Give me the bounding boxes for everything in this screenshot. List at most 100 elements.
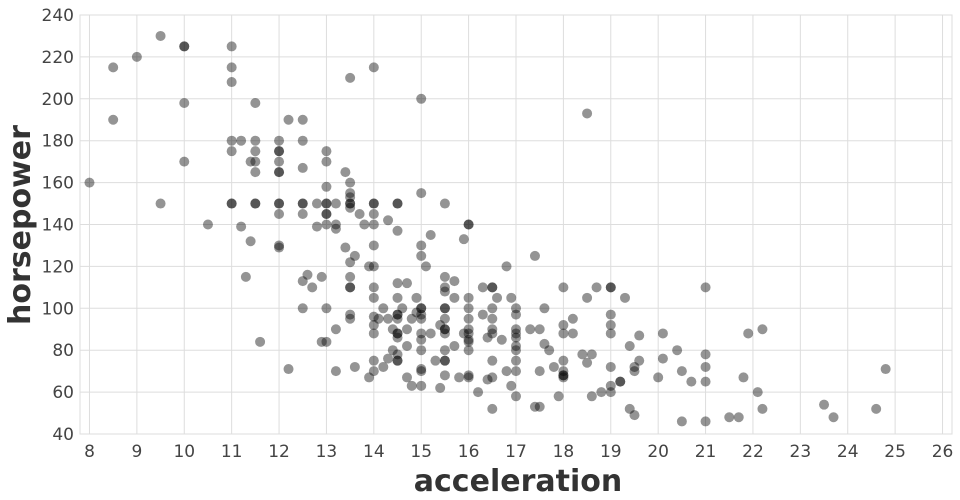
data-point [416,364,427,375]
data-point [226,146,237,157]
data-point [449,276,460,287]
data-point [245,156,256,167]
data-point [155,30,166,41]
data-point [345,282,356,293]
data-point [477,282,488,293]
data-point [672,345,683,356]
data-point [463,219,474,230]
data-point [108,114,119,125]
data-point [416,313,427,324]
y-tick-label: 140 [42,216,74,236]
data-point [392,309,403,320]
data-point [302,269,313,280]
data-point [416,240,427,251]
data-point [416,328,427,339]
data-point [411,307,422,318]
data-point [283,364,294,375]
data-point [416,345,427,356]
data-point [463,345,474,356]
data-point [605,320,616,331]
data-point [402,372,412,383]
x-tick-labels: 8 9 10 11 12 13 14 15 16 17 18 19 20 21 22 23 24 25 26 [84,442,953,462]
x-tick-label: 22 [742,442,764,462]
data-point [534,324,545,335]
data-point [274,167,285,178]
data-point [629,410,640,421]
data-point [345,257,356,268]
data-point [558,370,569,381]
y-tick-label: 60 [52,383,74,403]
data-point [274,167,285,178]
data-point [321,181,332,192]
data-point [345,202,356,213]
data-point [368,282,379,293]
data-point [316,336,327,347]
data-point [392,355,403,366]
data-point [330,366,341,377]
data-point [179,41,190,52]
data-point [345,188,356,199]
data-point [487,282,498,293]
data-point [368,209,379,220]
data-point [274,209,285,220]
data-point [634,330,645,341]
data-point [463,303,474,314]
data-point [297,198,308,209]
data-point [676,366,687,377]
data-point [605,309,616,320]
data-point [439,324,450,335]
data-point [416,366,427,377]
data-point [345,198,356,209]
x-axis-title: acceleration [414,464,622,499]
data-point [297,276,308,287]
data-point [274,146,285,157]
data-point [108,62,119,73]
data-point [871,403,882,414]
data-point [544,345,555,356]
x-tick-label: 9 [131,442,142,462]
data-point [752,387,763,398]
x-tick-label: 21 [695,442,717,462]
data-point [416,334,427,345]
data-point [511,324,521,335]
x-tick-label: 11 [221,442,243,462]
data-point [463,328,474,339]
data-point [473,387,484,398]
data-point [368,240,379,251]
data-point [686,376,697,387]
data-point [240,271,251,282]
data-point [250,135,261,146]
data-point [226,198,237,209]
data-point [236,135,247,146]
data-point [439,286,450,297]
data-point [345,198,356,209]
data-point [364,261,375,272]
data-point [629,361,640,372]
data-point [657,353,668,364]
data-point [477,309,488,320]
y-tick-label: 160 [42,174,74,194]
data-point [368,219,379,230]
data-point [297,135,308,146]
data-point [321,198,332,209]
data-point [582,108,593,119]
data-point [501,366,512,377]
data-point [439,345,450,356]
data-point [373,313,384,324]
data-point [179,97,190,108]
data-point [359,219,370,230]
data-point [274,240,285,251]
data-point [392,198,403,209]
data-point [345,177,356,188]
data-point [383,313,394,324]
data-point [511,341,521,352]
data-point [463,334,474,345]
y-axis-title: horsepower [3,125,38,325]
data-point [425,229,436,240]
data-point [226,41,237,52]
data-point [558,355,569,366]
data-point [463,336,474,347]
data-point [392,309,403,320]
data-point [340,242,351,253]
